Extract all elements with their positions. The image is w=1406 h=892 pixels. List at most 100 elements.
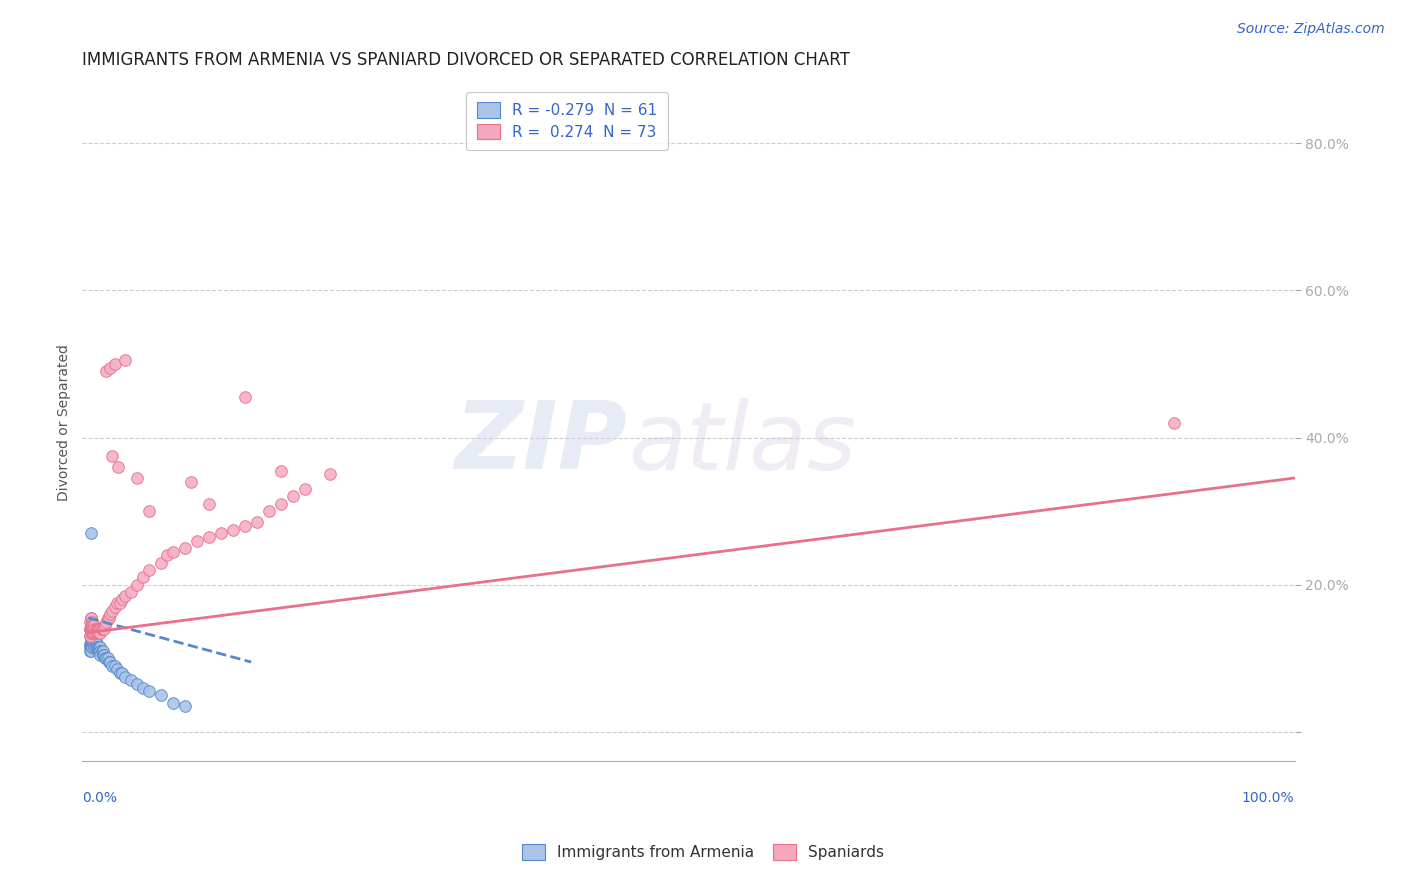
Point bbox=[87, 640, 110, 655]
Point bbox=[80, 625, 103, 640]
Point bbox=[89, 644, 111, 658]
Point bbox=[1163, 416, 1185, 430]
Text: ZIP: ZIP bbox=[456, 397, 628, 489]
Point bbox=[131, 570, 153, 584]
Text: atlas: atlas bbox=[628, 398, 856, 489]
Point bbox=[97, 611, 120, 625]
Point bbox=[80, 611, 103, 625]
Point bbox=[108, 666, 131, 681]
Point bbox=[120, 673, 142, 688]
Point bbox=[270, 497, 292, 511]
Point bbox=[97, 611, 120, 625]
Point bbox=[89, 625, 111, 640]
Point bbox=[79, 640, 101, 655]
Point bbox=[104, 658, 127, 673]
Point bbox=[91, 644, 114, 658]
Point bbox=[91, 648, 114, 662]
Point bbox=[105, 662, 128, 676]
Point bbox=[80, 640, 103, 655]
Point bbox=[198, 497, 221, 511]
Point bbox=[84, 632, 107, 647]
Text: 100.0%: 100.0% bbox=[1241, 791, 1295, 805]
Point bbox=[80, 637, 103, 651]
Point bbox=[82, 625, 104, 640]
Point bbox=[283, 489, 305, 503]
Point bbox=[89, 622, 111, 636]
Point bbox=[125, 471, 148, 485]
Point bbox=[209, 526, 232, 541]
Point bbox=[111, 592, 134, 607]
Point bbox=[114, 589, 136, 603]
Point bbox=[104, 599, 127, 614]
Point bbox=[83, 625, 105, 640]
Point bbox=[180, 475, 202, 489]
Point bbox=[84, 637, 107, 651]
Point bbox=[89, 640, 111, 655]
Point bbox=[82, 637, 104, 651]
Point bbox=[138, 504, 160, 518]
Point bbox=[79, 622, 101, 636]
Point bbox=[173, 699, 195, 714]
Point bbox=[222, 523, 245, 537]
Point bbox=[97, 655, 120, 669]
Point bbox=[98, 607, 121, 622]
Point bbox=[89, 625, 111, 640]
Point bbox=[318, 467, 340, 482]
Point bbox=[90, 622, 112, 636]
Point bbox=[86, 622, 108, 636]
Point bbox=[104, 357, 127, 371]
Point bbox=[80, 618, 103, 632]
Point bbox=[111, 666, 134, 681]
Point bbox=[82, 618, 104, 632]
Point bbox=[149, 556, 172, 570]
Point bbox=[90, 644, 112, 658]
Point bbox=[120, 585, 142, 599]
Legend: R = -0.279  N = 61, R =  0.274  N = 73: R = -0.279 N = 61, R = 0.274 N = 73 bbox=[467, 92, 668, 151]
Point bbox=[80, 526, 103, 541]
Point bbox=[138, 684, 160, 698]
Point bbox=[108, 596, 131, 610]
Point bbox=[80, 622, 103, 636]
Point bbox=[233, 390, 256, 404]
Point bbox=[186, 533, 208, 548]
Y-axis label: Divorced or Separated: Divorced or Separated bbox=[58, 344, 72, 501]
Point bbox=[246, 515, 269, 529]
Point bbox=[105, 596, 128, 610]
Point bbox=[93, 648, 115, 662]
Point bbox=[80, 644, 103, 658]
Point bbox=[80, 629, 103, 643]
Point bbox=[79, 637, 101, 651]
Point bbox=[173, 541, 195, 555]
Point bbox=[87, 625, 110, 640]
Point bbox=[233, 519, 256, 533]
Point bbox=[86, 625, 108, 640]
Point bbox=[125, 578, 148, 592]
Point bbox=[86, 637, 108, 651]
Point bbox=[80, 640, 103, 655]
Point bbox=[83, 618, 105, 632]
Point bbox=[97, 651, 120, 665]
Point bbox=[79, 644, 101, 658]
Point bbox=[79, 629, 101, 643]
Point bbox=[87, 644, 110, 658]
Point bbox=[89, 648, 111, 662]
Point bbox=[96, 364, 118, 378]
Point bbox=[79, 615, 101, 629]
Point bbox=[156, 549, 179, 563]
Point bbox=[80, 632, 103, 647]
Point bbox=[270, 464, 292, 478]
Point bbox=[149, 688, 172, 702]
Point bbox=[162, 696, 184, 710]
Point bbox=[80, 625, 103, 640]
Point bbox=[82, 622, 104, 636]
Text: IMMIGRANTS FROM ARMENIA VS SPANIARD DIVORCED OR SEPARATED CORRELATION CHART: IMMIGRANTS FROM ARMENIA VS SPANIARD DIVO… bbox=[83, 51, 851, 69]
Point bbox=[80, 632, 103, 647]
Point bbox=[83, 622, 105, 636]
Point bbox=[96, 615, 118, 629]
Point bbox=[80, 618, 103, 632]
Point bbox=[80, 618, 103, 632]
Point bbox=[80, 625, 103, 640]
Legend: Immigrants from Armenia, Spaniards: Immigrants from Armenia, Spaniards bbox=[516, 838, 890, 866]
Point bbox=[89, 622, 111, 636]
Point bbox=[86, 640, 108, 655]
